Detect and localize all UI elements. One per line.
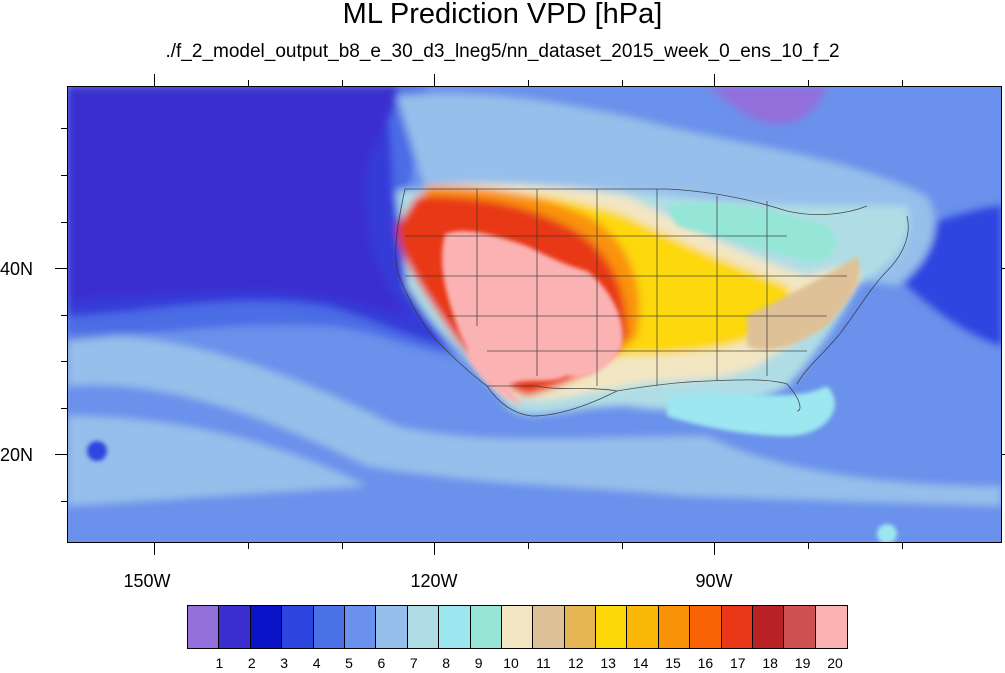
region-southern-band-2 [67,416,367,506]
axis-tick [1002,454,1005,455]
colorbar-swatch [501,606,534,648]
colorbar [187,605,849,649]
colorbar-swatch [407,606,440,648]
axis-tick [622,543,623,549]
axis-tick [342,543,343,549]
axis-tick [248,543,249,549]
colorbar-label: 4 [312,655,321,671]
colorbar-label: 2 [247,655,256,671]
colorbar-label: 10 [503,655,519,671]
colorbar-swatch [188,606,220,648]
region-south-low [67,384,1002,543]
colorbar-swatch [439,606,471,648]
colorbar-swatch [658,606,691,648]
colorbar-label: 7 [409,655,418,671]
colorbar-label: 17 [730,655,746,671]
axis-tick [248,80,249,86]
colorbar-swatch [815,606,848,648]
lat-label-40n: 40N [0,259,34,279]
colorbar-labels: 1 2 3 4 5 6 7 8 9 10 11 12 13 14 15 16 17 18 19 20 [0,655,1005,673]
colorbar-swatch [721,606,754,648]
lon-label-120w: 120W [410,571,458,591]
colorbar-swatch [344,606,377,648]
colorbar-swatch [470,606,502,648]
axis-tick [902,80,903,86]
axis-tick [714,543,715,555]
axis-tick [55,268,67,269]
coastline-east [796,215,909,385]
colorbar-label: 12 [568,655,584,671]
vpd-contour-map [67,86,1002,543]
colorbar-label: 5 [345,655,353,671]
axis-tick [528,80,529,86]
colorbar-label: 6 [377,655,386,671]
colorbar-label: 13 [600,655,616,671]
region-hudson [707,86,827,125]
colorbar-swatch [219,606,251,648]
colorbar-swatch [376,606,408,648]
axis-tick [55,454,67,455]
axis-tick [61,408,67,409]
coastline-west [395,188,533,417]
map-title: ML Prediction VPD [hPa] [342,0,663,30]
axis-tick [528,543,529,549]
region-southeast-plume [747,256,860,350]
colorbar-swatch [784,606,816,648]
axis-tick [61,175,67,176]
region-midwest-cyan [667,202,836,262]
lat-label-20n: 20N [0,445,34,465]
colorbar-label: 16 [697,655,714,671]
colorbar-label: 1 [215,655,224,671]
colorbar-swatch [564,606,597,648]
colorbar-swatch [627,606,659,648]
border-us-mexico [487,385,618,392]
colorbar-swatch [753,606,785,648]
colorbar-swatch [533,606,565,648]
coastline-gulf [531,379,801,417]
colorbar-swatch [282,606,314,648]
axis-tick [1002,268,1005,269]
colorbar-swatch [596,606,628,648]
region-southwest-hot-2 [467,336,522,406]
colorbar-label: 11 [536,655,551,671]
colorbar-label: 8 [442,655,451,671]
colorbar-label: 18 [762,655,778,671]
colorbar-swatch [313,606,345,648]
axis-tick [434,543,435,555]
colorbar-label: 3 [280,655,289,671]
colorbar-label: 14 [632,655,649,671]
region-north-pacific [67,86,407,316]
map-subtitle: ./f_2_model_output_b8_e_30_d3_lneg5/nn_d… [165,41,840,62]
axis-tick [154,74,155,86]
colorbar-label: 15 [665,655,681,671]
axis-tick [61,361,67,362]
region-southwest-hot [442,231,623,386]
vpd-map-panel [67,86,1002,543]
axis-tick [61,128,67,129]
axis-tick [902,543,903,549]
region-hawaii [87,441,107,461]
axis-tick [808,80,809,86]
axis-tick [714,74,715,86]
colorbar-swatch [250,606,283,648]
axis-tick [61,222,67,223]
region-carib-patch [877,524,897,543]
axis-tick [808,543,809,549]
colorbar-label: 20 [827,655,843,671]
axis-tick [61,501,67,502]
region-gulf-cyan [667,386,835,436]
axis-tick [434,74,435,86]
axis-tick [622,80,623,86]
axis-tick [61,315,67,316]
colorbar-label: 9 [474,655,483,671]
axis-tick [154,543,155,555]
lon-label-150w: 150W [123,571,171,591]
colorbar-label: 19 [794,655,811,671]
colorbar-swatch [690,606,722,648]
border-us-canada [405,188,868,215]
lon-label-90w: 90W [695,571,733,591]
axis-tick [342,80,343,86]
